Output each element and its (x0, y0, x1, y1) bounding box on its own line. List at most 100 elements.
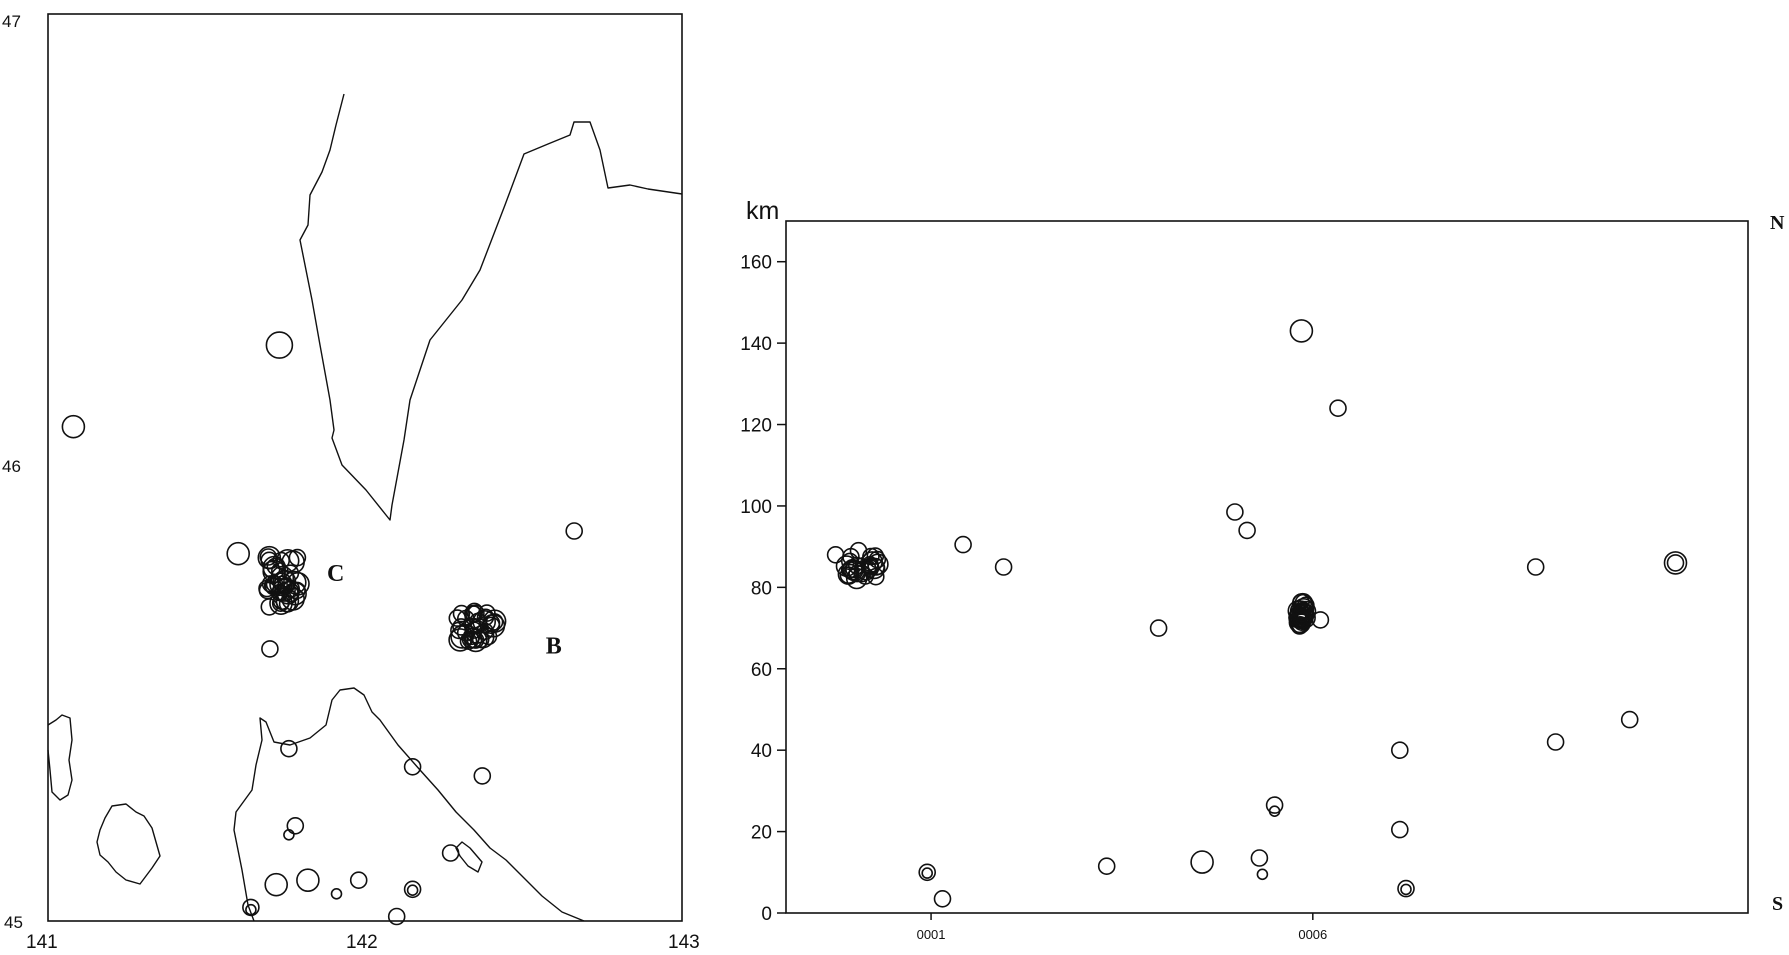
map-earthquake-point (261, 640, 279, 658)
map-earthquake-point (286, 816, 305, 835)
section-x-tick-label: 0006 (1298, 927, 1327, 942)
island-coastline-north (299, 93, 683, 521)
map-earthquake-point (226, 541, 250, 566)
map-earthquake-point (61, 414, 86, 439)
section-y-ticks: 0 20 40 60 80 100 120 140 160 (740, 253, 786, 925)
section-earthquake-point (994, 558, 1013, 576)
map-earthquake-point (406, 884, 419, 897)
section-cluster-point (841, 561, 860, 579)
map-earthquake-point (387, 907, 406, 926)
map-cluster-point (281, 587, 305, 611)
map-x-tick-labels: 141 142 143 (26, 932, 700, 953)
island-coastline-south (233, 687, 585, 922)
section-x-ticks: 0001 0006 (917, 913, 1327, 942)
map-cluster-point (452, 604, 471, 623)
map-cluster-point (479, 627, 498, 646)
small-island-west (47, 714, 73, 801)
section-y-tick-label: 160 (740, 253, 772, 274)
section-earthquake-point (1238, 521, 1256, 540)
section-earthquake-point (918, 863, 937, 882)
map-cluster-point (264, 577, 283, 596)
map-y-tick-labels: 47 46 45 (2, 12, 23, 932)
map-earthquake-point (565, 522, 584, 540)
section-x-tick-label: 0001 (917, 927, 946, 942)
map-panel: 141 142 143 47 46 45 C B (2, 12, 700, 953)
section-earthquake-point (954, 535, 972, 554)
section-earthquake-point (1226, 503, 1244, 521)
map-cluster-point (262, 560, 281, 579)
north-end-label: N (1770, 212, 1785, 234)
section-earthquake-point (921, 867, 934, 879)
south-end-label: S (1772, 893, 1783, 915)
section-earthquake-point (1663, 551, 1688, 575)
map-earthquake-point (403, 757, 422, 776)
section-y-tick-label: 0 (761, 904, 772, 925)
map-cluster-point (272, 592, 291, 611)
map-earthquake-point (296, 868, 320, 893)
section-earthquake-point (1289, 319, 1314, 343)
section-frame (785, 220, 1749, 914)
section-y-tick-label: 100 (740, 497, 772, 518)
section-y-tick-label: 60 (751, 660, 772, 681)
section-earthquake-point (1397, 879, 1415, 898)
map-x-tick-label: 141 (26, 932, 58, 953)
section-earthquake-point (826, 545, 845, 564)
map-cluster-point (260, 598, 279, 616)
map-earthquake-point (283, 828, 295, 841)
section-earthquake-point (1526, 558, 1545, 576)
small-island-round (96, 803, 161, 885)
map-x-tick-label: 142 (346, 932, 378, 953)
section-cluster-point (861, 557, 880, 576)
map-earthquake-point (349, 871, 368, 890)
map-y-tick-label: 47 (2, 12, 21, 31)
section-cluster-point (1293, 611, 1311, 629)
section-earthquake-point (1097, 857, 1116, 876)
map-cluster-point (448, 628, 472, 652)
map-cluster-point (462, 627, 481, 646)
section-panel: km 0 20 40 60 80 100 120 140 160 0001 0006 N S (740, 197, 1785, 942)
section-earthquake-point (1329, 399, 1347, 418)
section-earthquake-point (867, 558, 885, 576)
cluster-label-b: B (546, 633, 562, 659)
section-earthquake-point (1149, 619, 1168, 637)
map-y-tick-label: 45 (4, 913, 23, 932)
section-earthquake-point (1546, 733, 1565, 751)
map-earthquake-point (280, 739, 298, 758)
section-earthquake-point (1391, 820, 1409, 839)
section-earthquake-point (1250, 849, 1269, 867)
map-earthquake-point (265, 331, 294, 359)
section-y-tick-label: 20 (751, 823, 772, 844)
section-earthquake-point (1666, 554, 1685, 572)
section-cluster-point (1291, 602, 1310, 620)
map-earthquake-point (264, 872, 289, 897)
map-earthquake-point (441, 844, 460, 862)
map-cluster-labels: C B (327, 561, 562, 660)
section-earthquake-point (933, 889, 952, 908)
section-earthquake-point (1391, 741, 1409, 760)
cluster-label-c: C (327, 561, 344, 587)
section-earthquake-point (1265, 796, 1284, 814)
map-earthquake-point (403, 880, 422, 899)
section-earthquake-point (1620, 710, 1639, 729)
section-earthquake-point (1400, 883, 1412, 896)
section-y-axis-label: km (746, 197, 779, 225)
section-y-tick-label: 120 (740, 416, 772, 437)
map-cluster-point (258, 579, 276, 598)
map-earthquake-point (245, 903, 257, 916)
map-frame (47, 13, 683, 922)
map-cluster-point (281, 564, 300, 583)
section-earthquake-points (826, 319, 1688, 908)
small-islet-east (455, 841, 483, 873)
map-earthquake-point (473, 767, 492, 785)
map-earthquake-point (330, 887, 343, 900)
section-y-tick-label: 80 (751, 578, 772, 599)
section-y-tick-label: 40 (751, 741, 772, 762)
section-earthquake-point (1190, 850, 1214, 874)
map-cluster-point (452, 618, 470, 636)
section-earthquake-point (849, 541, 868, 560)
map-earthquake-points (61, 331, 584, 926)
map-cluster-point (281, 550, 305, 575)
section-earthquake-point (1256, 868, 1269, 881)
section-earthquake-point (1268, 805, 1281, 818)
